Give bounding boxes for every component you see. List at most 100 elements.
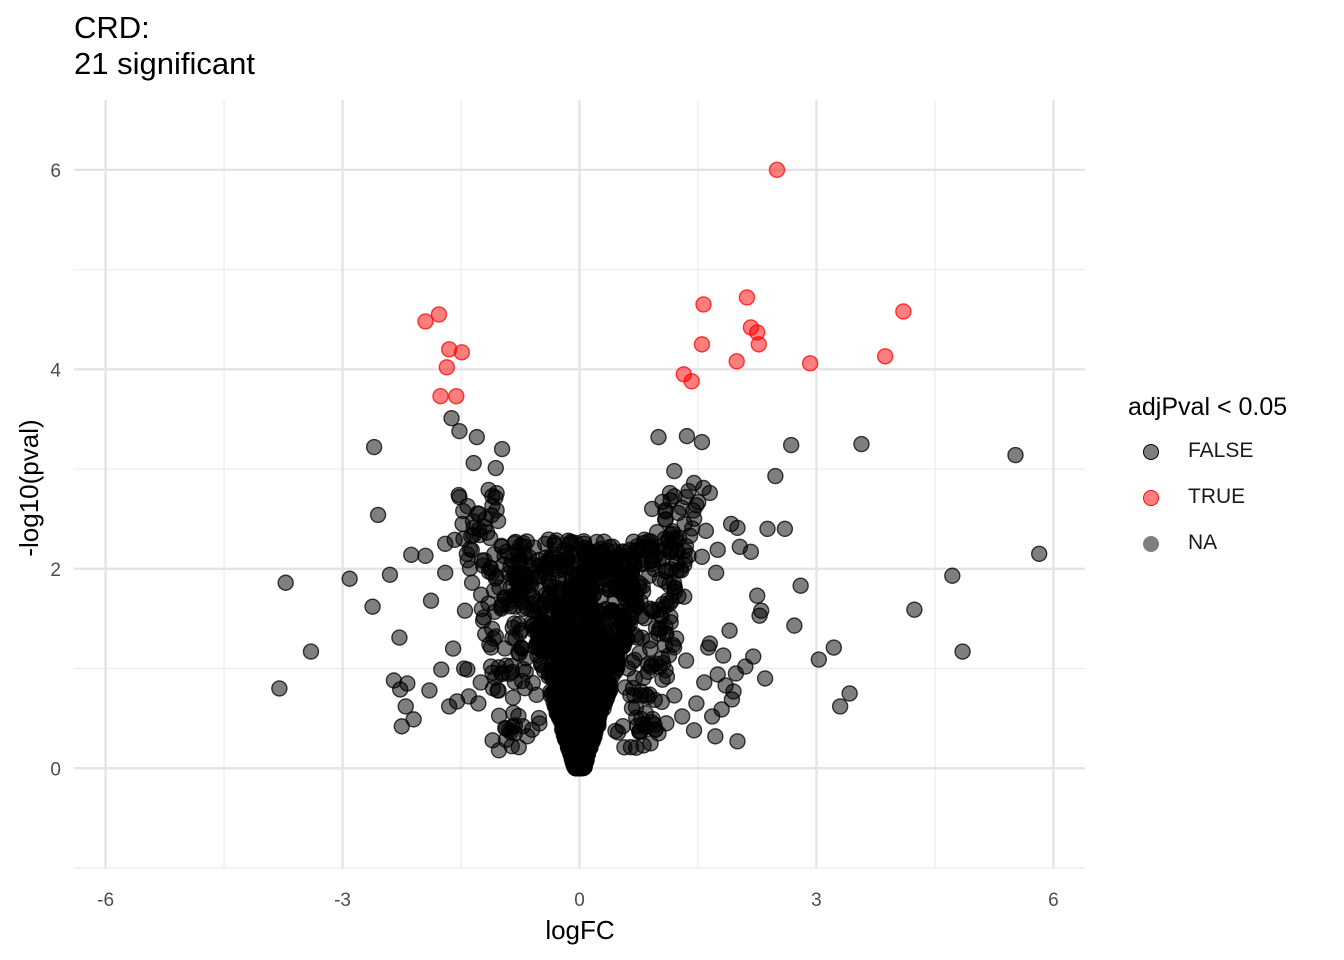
point-false [271, 680, 288, 697]
point-false [608, 638, 626, 655]
point-false [506, 673, 524, 691]
point-false [709, 541, 726, 559]
point-false [681, 527, 699, 545]
point-false [729, 733, 746, 750]
point-false [576, 589, 593, 607]
point-false [677, 652, 695, 669]
point-false [504, 689, 522, 706]
point-false [666, 687, 683, 704]
point-false [641, 640, 659, 657]
point-false [693, 548, 711, 566]
point-false [654, 671, 671, 688]
point-false [707, 564, 725, 581]
point-false [563, 668, 580, 685]
point-false [365, 438, 383, 456]
point-false [391, 629, 408, 646]
x-axis-title: logFC [545, 915, 614, 945]
point-false [490, 742, 508, 759]
point-false [626, 626, 644, 644]
legend-swatch-false [1143, 444, 1159, 460]
point-true [430, 306, 448, 323]
point-false [841, 685, 858, 702]
point-true [768, 161, 786, 179]
point-false [626, 669, 644, 687]
point-false [650, 428, 667, 446]
point-false [810, 651, 828, 668]
point-false [498, 720, 515, 738]
point-false [690, 493, 707, 511]
point-false [458, 545, 476, 563]
point-false [578, 734, 596, 751]
point-true [728, 353, 745, 370]
point-true [438, 359, 456, 376]
legend-label-false: FALSE [1188, 439, 1254, 462]
chart-subtitle: 21 significant [74, 46, 255, 81]
point-false [487, 459, 504, 477]
point-false [693, 433, 711, 451]
true-points-layer [417, 161, 912, 405]
x-tick-label: 6 [1048, 890, 1059, 911]
legend-item-na: NA [1128, 531, 1338, 580]
y-tick-label: 0 [50, 759, 61, 780]
point-true [895, 303, 912, 320]
point-true [683, 373, 700, 390]
point-false [405, 711, 422, 728]
point-false [1007, 446, 1024, 464]
point-false [906, 601, 923, 618]
point-false [544, 593, 561, 610]
point-false [633, 710, 650, 728]
point-false [341, 570, 358, 587]
point-false [562, 576, 579, 594]
point-false [554, 608, 571, 626]
point-false [656, 530, 674, 548]
point-true [448, 388, 465, 405]
point-false [510, 644, 527, 661]
point-false [581, 552, 599, 570]
point-false [831, 698, 849, 715]
point-false [506, 535, 523, 552]
x-tick-label: -6 [97, 890, 114, 911]
point-false [397, 698, 414, 715]
point-false [580, 660, 598, 678]
point-false [531, 715, 548, 732]
y-tick-label: 4 [50, 360, 61, 381]
major-gridlines [74, 100, 1085, 868]
point-false [656, 573, 674, 590]
point-false [403, 546, 420, 564]
point-false [569, 624, 586, 641]
point-false [560, 532, 577, 549]
point-false [643, 500, 661, 518]
false-points-layer [271, 409, 1048, 777]
point-false [437, 535, 454, 553]
point-false [685, 722, 703, 739]
point-false [717, 677, 734, 694]
point-false [482, 658, 500, 675]
point-false [474, 612, 492, 629]
point-false [654, 654, 672, 672]
point-false [277, 574, 294, 591]
point-false [721, 622, 738, 639]
point-false [578, 718, 595, 736]
point-false [470, 695, 487, 712]
point-false [701, 484, 719, 502]
legend-swatch-true [1143, 490, 1159, 506]
point-false [592, 703, 609, 720]
point-false [465, 454, 482, 472]
y-tick-label: 2 [50, 560, 61, 581]
point-true [432, 388, 449, 405]
point-true [750, 336, 767, 353]
chart-title-block: CRD: 21 significant [74, 10, 255, 82]
point-false [468, 428, 486, 446]
point-false [853, 435, 870, 453]
point-false [484, 497, 501, 515]
x-tick-label: -3 [334, 890, 351, 911]
point-false [463, 574, 481, 591]
legend-item-true: TRUE [1128, 485, 1338, 534]
point-false [480, 481, 497, 499]
point-false [302, 643, 320, 660]
point-false [603, 570, 620, 588]
point-false [488, 568, 505, 585]
point-false [433, 661, 450, 678]
point-false [688, 695, 705, 712]
